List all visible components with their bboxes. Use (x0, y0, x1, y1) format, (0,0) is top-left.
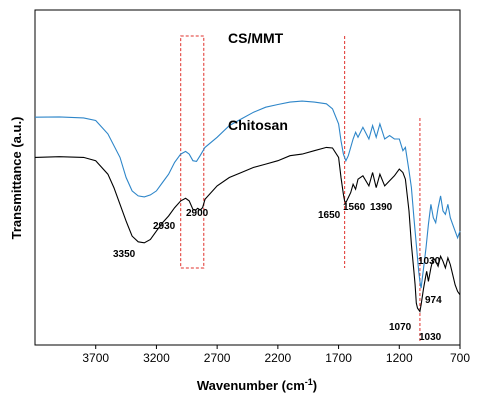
x-axis-ticks: 3700 3200 2700 2200 1700 1200 700 (82, 345, 470, 365)
peak-label-1390: 1390 (370, 202, 393, 213)
x-axis-title: Wavenumber (cm-1) (197, 377, 317, 393)
x-tick-label: 1200 (386, 351, 413, 365)
dashed-highlight-box (180, 35, 205, 269)
peak-label-1030-cs-mmt: 1030 (418, 256, 441, 267)
x-tick-label: 1700 (325, 351, 352, 365)
x-tick-label: 2700 (204, 351, 231, 365)
peak-label-1030-chitosan: 1030 (419, 332, 442, 343)
x-tick-label: 3700 (82, 351, 109, 365)
x-tick-label: 3200 (143, 351, 170, 365)
x-tick-label: 700 (450, 351, 470, 365)
series-label-cs-mmt: CS/MMT (228, 30, 284, 46)
x-axis-title-main: Wavenumber (cm (197, 378, 305, 393)
series-label-chitosan: Chitosan (228, 117, 288, 133)
peak-label-2900: 2900 (186, 208, 209, 219)
series-line-chitosan (34, 146, 461, 313)
plot-frame (34, 9, 461, 346)
peak-label-974: 974 (425, 295, 442, 306)
x-tick-label: 2200 (265, 351, 292, 365)
peak-label-2930: 2930 (153, 221, 176, 232)
peak-label-1650: 1650 (318, 210, 341, 221)
peak-label-3350: 3350 (113, 249, 136, 260)
series-line-cs-mmt (34, 100, 461, 289)
x-axis-title-close: ) (313, 378, 317, 393)
peak-label-1070: 1070 (389, 322, 412, 333)
y-axis-title: Transmittance (a.u.) (9, 117, 24, 240)
peak-label-1560: 1560 (343, 202, 366, 213)
x-axis-title-superscript: -1 (305, 377, 313, 387)
